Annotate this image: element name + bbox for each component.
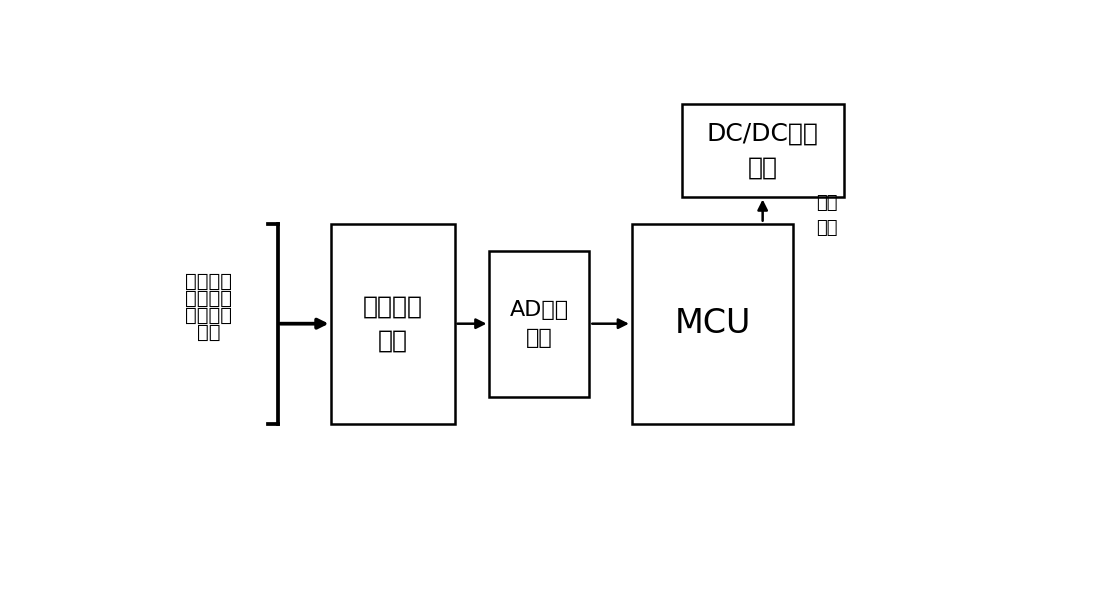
Text: 驱动
信号: 驱动 信号	[816, 195, 838, 237]
Bar	[489, 250, 589, 397]
Bar	[682, 104, 843, 196]
Text: 电池组多: 电池组多	[185, 272, 232, 291]
Bar	[632, 223, 793, 424]
Text: DC/DC转换
电路: DC/DC转换 电路	[707, 122, 819, 179]
Text: AD采样
电路: AD采样 电路	[510, 300, 569, 348]
Text: 电流模拟: 电流模拟	[185, 306, 232, 325]
Text: 信号: 信号	[196, 323, 220, 341]
Bar	[332, 223, 455, 424]
Text: MCU: MCU	[674, 307, 750, 340]
Text: 信号调理
电路: 信号调理 电路	[363, 295, 423, 353]
Text: 路电压、: 路电压、	[185, 289, 232, 308]
